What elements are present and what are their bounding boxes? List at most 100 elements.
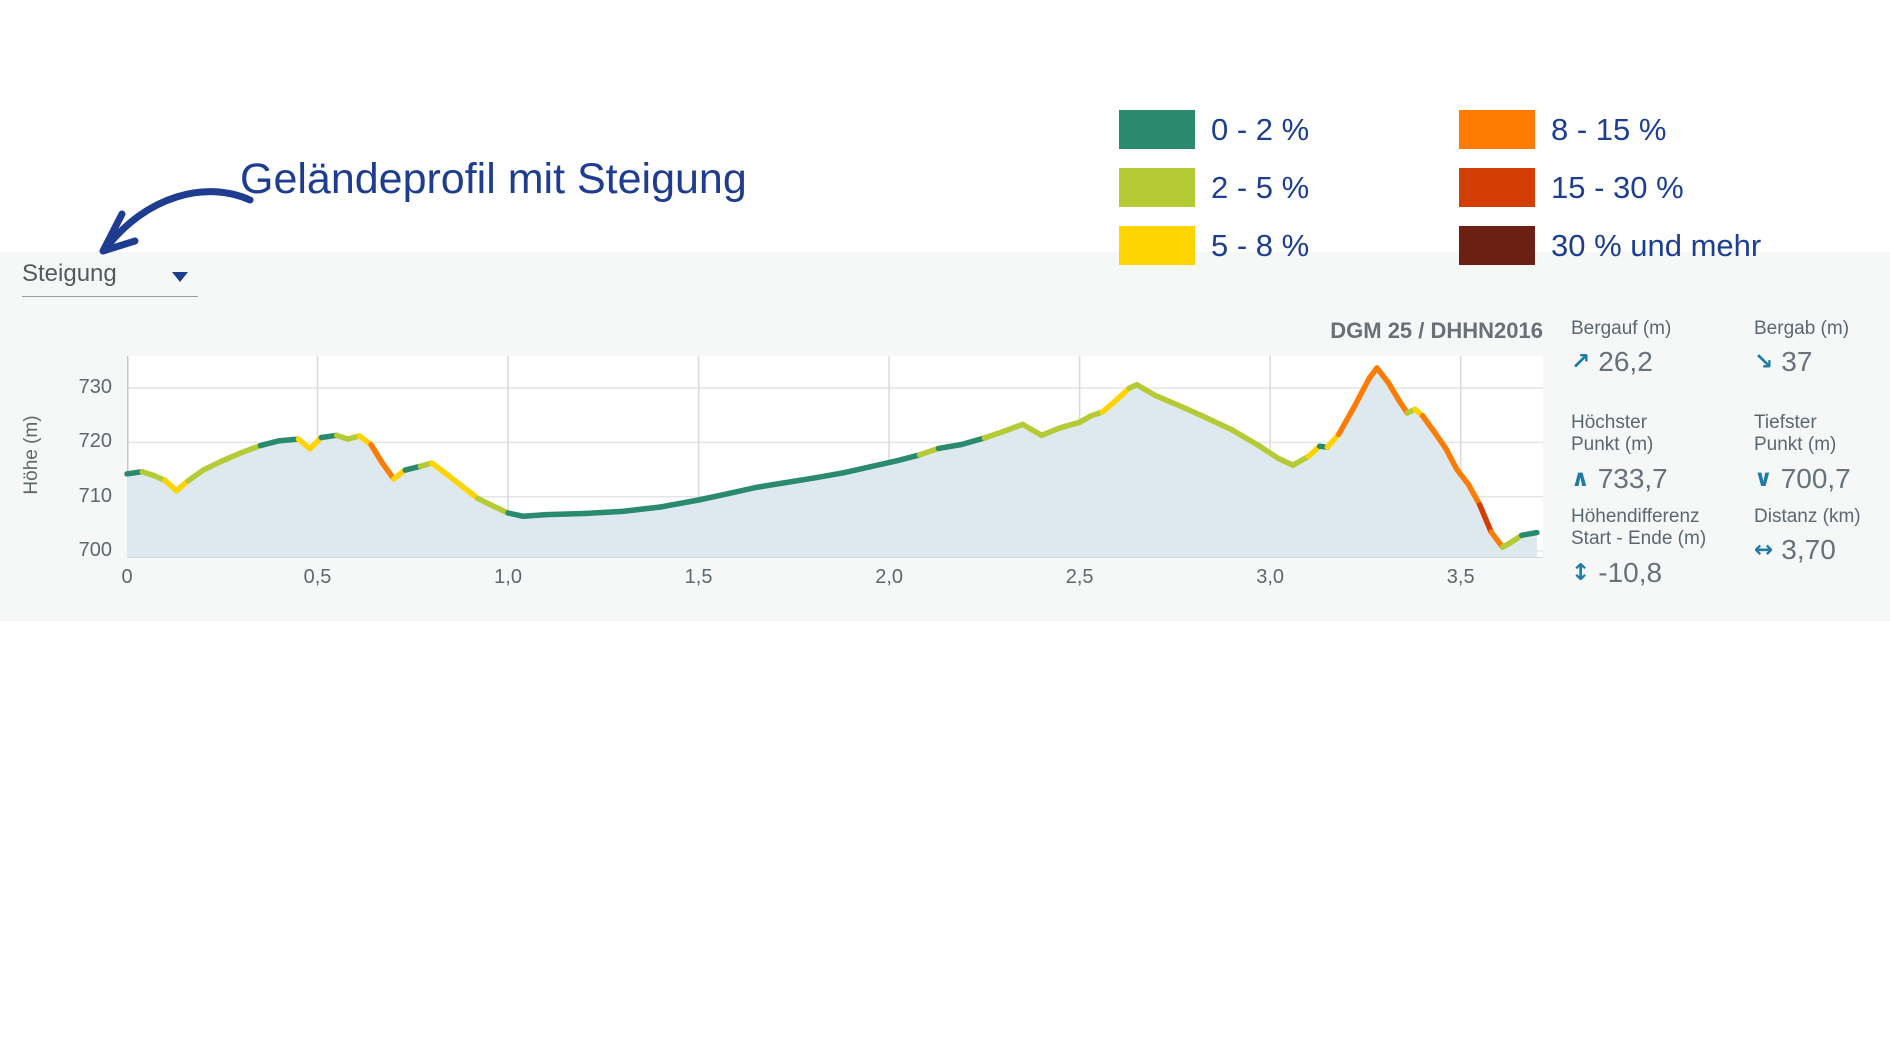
elevation-model-source-label: DGM 25 / DHHN2016: [1330, 318, 1543, 343]
slope-segment: [1255, 442, 1281, 461]
slope-legend-label: 2 - 5 %: [1211, 169, 1310, 205]
down-right-arrow-icon: ↘: [1754, 349, 1774, 376]
slope-segment: [429, 460, 450, 478]
stat-distanz: Distanz (km) ↔ 3,70: [1754, 506, 1890, 600]
elevation-profile-svg: [124, 356, 1543, 557]
slope-segment: [238, 442, 264, 456]
slope-color-swatch: [1119, 226, 1195, 265]
stat-value: 700,7: [1780, 462, 1851, 494]
up-down-arrow-icon: ↕: [1571, 559, 1591, 586]
slope-segment: [840, 464, 873, 476]
x-axis-tick-label: 3,5: [1446, 566, 1475, 588]
up-right-arrow-icon: ↗: [1571, 349, 1591, 376]
elevation-profile-chart[interactable]: [124, 356, 1543, 558]
slope-segment: [1385, 379, 1403, 405]
slope-legend-label: 30 % und mehr: [1551, 227, 1762, 263]
slope-segment: [1099, 396, 1121, 415]
slope-legend-label: 5 - 8 %: [1211, 227, 1310, 263]
slope-segment: [276, 436, 302, 444]
slope-segment: [1419, 413, 1437, 435]
stat-value: 37: [1781, 346, 1813, 378]
slope-segment: [1175, 402, 1209, 421]
y-axis-tick-label: 700: [78, 539, 112, 562]
stat-label: Bergauf (m): [1571, 318, 1672, 339]
slope-segment: [657, 497, 702, 510]
y-axis-title: Höhe (m): [21, 415, 42, 495]
annotation-title: Geländeprofil mit Steigung: [240, 155, 747, 203]
slope-segment: [893, 452, 923, 464]
slope-segment: [1374, 365, 1392, 386]
slope-segment: [520, 511, 549, 520]
stat-value: -10,8: [1598, 556, 1663, 588]
chevron-down-icon: [172, 272, 188, 282]
slope-segment: [444, 471, 466, 490]
stat-value: 26,2: [1598, 346, 1653, 378]
slope-segment: [1134, 382, 1159, 399]
slope-segment: [490, 503, 511, 516]
y-axis-tick-label: 710: [78, 484, 112, 507]
left-right-arrow-icon: ↔: [1754, 537, 1774, 564]
slope-segment: [1202, 414, 1235, 433]
y-axis-tick-label: 730: [78, 376, 112, 399]
slope-segment: [695, 490, 732, 503]
slope-segment: [368, 441, 386, 466]
slope-legend-label: 15 - 30 %: [1551, 169, 1684, 205]
slope-segment: [958, 435, 988, 448]
slope-segment: [1229, 427, 1262, 449]
slope-segment: [581, 508, 626, 517]
slope-segment: [1336, 404, 1357, 437]
slope-legend: 0 - 2 % 2 - 5 % 5 - 8 % 8 - 15 % 15 - 30 % 30…: [1119, 110, 1761, 265]
slope-segment: [1000, 421, 1026, 435]
slope-segment: [1275, 455, 1296, 468]
slope-segment: [1290, 453, 1312, 468]
stat-value: 3,70: [1781, 534, 1836, 566]
slope-segment: [779, 475, 816, 486]
profile-type-dropdown[interactable]: Steigung: [22, 260, 198, 297]
profile-type-selected-value: Steigung: [22, 260, 117, 287]
x-axis-tick-label: 0,5: [303, 566, 332, 588]
slope-segment: [1465, 481, 1483, 508]
slope-segment: [1057, 419, 1083, 431]
slope-legend-label: 8 - 15 %: [1551, 111, 1667, 147]
elevation-area-fill: [127, 368, 1537, 557]
slope-segment: [543, 510, 588, 518]
profile-statistics-panel: Bergauf (m) ↗ 26,2 Bergab (m) ↘ 37 Höchster Pun…: [1571, 318, 1890, 600]
chevron-down-icon: ∨: [1754, 465, 1773, 492]
slope-segment: [935, 441, 965, 452]
slope-segment: [981, 428, 1007, 441]
slope-segment: [867, 458, 900, 470]
x-axis-tick-label: 2,0: [875, 566, 904, 588]
slope-segment: [1324, 431, 1342, 451]
slope-segment: [1153, 392, 1182, 409]
slope-segment: [185, 467, 206, 484]
slope-color-swatch: [1459, 168, 1535, 207]
stat-label: Höhendifferenz Start - Ende (m): [1571, 506, 1707, 550]
x-axis-tick-label: 0: [121, 566, 133, 588]
stat-tiefster-punkt: Tiefster Punkt (m) ∨ 700,7: [1754, 412, 1890, 506]
slope-segment: [219, 449, 245, 464]
slope-segment: [474, 495, 496, 509]
slope-segment: [200, 458, 226, 473]
slope-segment: [379, 460, 397, 482]
stat-hoechster-punkt: Höchster Punkt (m) ∧ 733,7: [1571, 412, 1754, 506]
slope-legend-item: 15 - 30 %: [1459, 168, 1761, 207]
slope-segment: [459, 483, 481, 502]
slope-segment: [1431, 428, 1449, 451]
slope-segment: [752, 480, 786, 491]
slope-segment: [257, 437, 283, 449]
slope-segment: [1351, 375, 1372, 410]
slope-color-swatch: [1459, 226, 1535, 265]
slope-legend-item: 2 - 5 %: [1119, 168, 1459, 207]
stat-label: Bergab (m): [1754, 318, 1850, 339]
slope-legend-item: 8 - 15 %: [1459, 110, 1761, 149]
slope-segment: [1454, 466, 1472, 487]
chevron-up-icon: ∧: [1571, 465, 1590, 492]
slope-color-swatch: [1119, 110, 1195, 149]
slope-segment: [1488, 529, 1506, 550]
slope-segment: [619, 504, 664, 515]
dropdown-underline: [22, 296, 198, 297]
x-axis-tick-label: 1,5: [684, 566, 713, 588]
x-axis-tick-label: 3,0: [1256, 566, 1285, 588]
stat-bergauf: Bergauf (m) ↗ 26,2: [1571, 318, 1754, 412]
